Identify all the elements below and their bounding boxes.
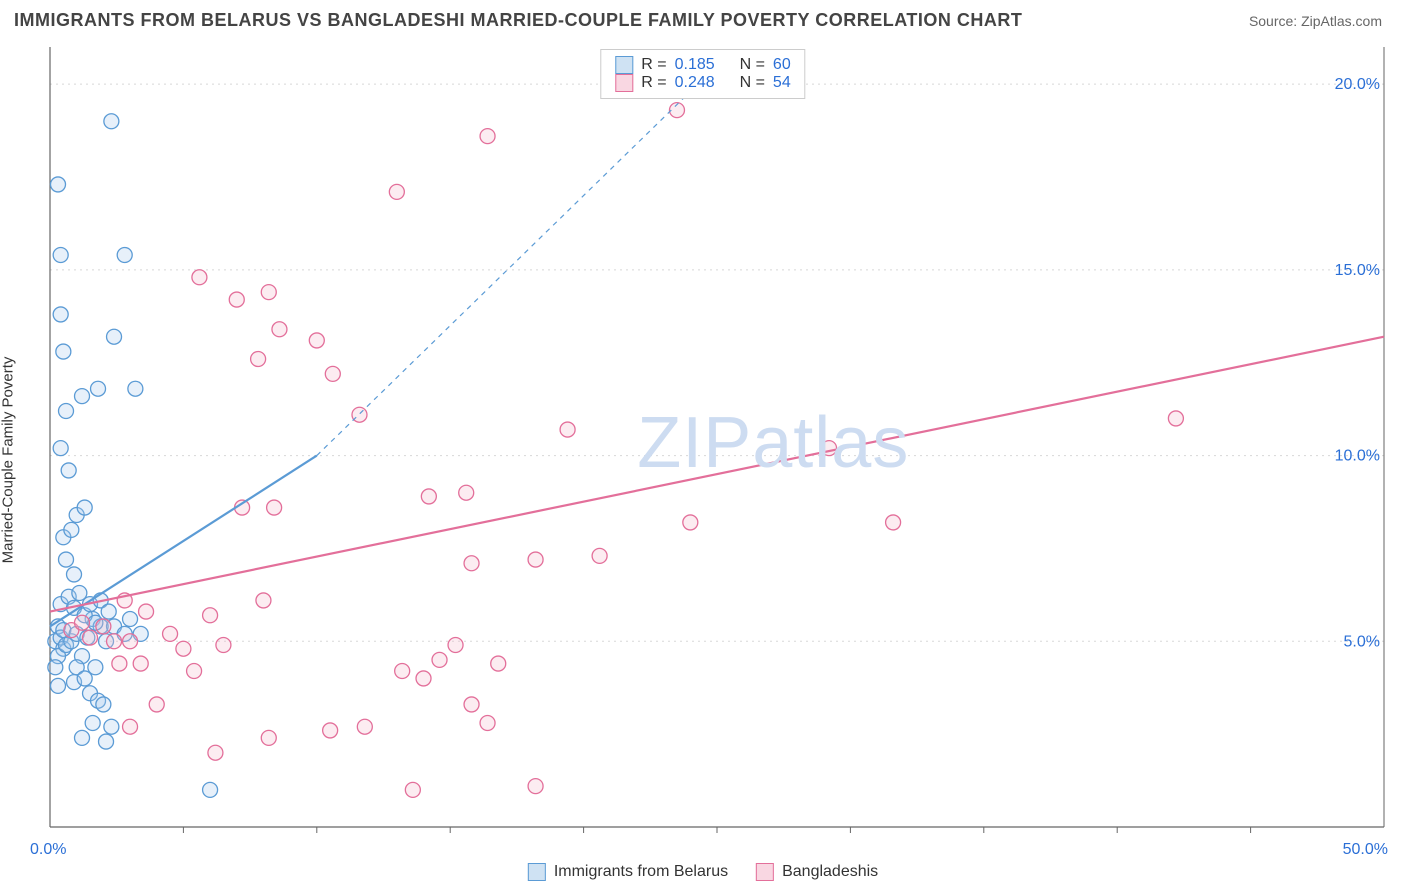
chart-title: IMMIGRANTS FROM BELARUS VS BANGLADESHI M…: [14, 10, 1022, 31]
xtick-label: 0.0%: [30, 841, 66, 859]
legend-label: Bangladeshis: [782, 863, 878, 881]
legend-item: Immigrants from Belarus: [528, 863, 728, 881]
swatch-icon: [615, 74, 633, 92]
swatch-icon: [615, 56, 633, 74]
n-label: N =: [740, 74, 765, 92]
xtick-label: 50.0%: [1343, 841, 1388, 859]
swatch-icon: [756, 863, 774, 881]
svg-text:10.0%: 10.0%: [1335, 448, 1380, 465]
svg-text:20.0%: 20.0%: [1335, 76, 1380, 93]
legend-correlation: R = 0.185 N = 60 R = 0.248 N = 54: [600, 49, 805, 99]
r-value: 0.185: [675, 56, 715, 74]
svg-text:15.0%: 15.0%: [1335, 262, 1380, 279]
legend-row: R = 0.248 N = 54: [615, 74, 790, 92]
svg-text:5.0%: 5.0%: [1344, 633, 1380, 650]
n-value: 60: [773, 56, 791, 74]
legend-row: R = 0.185 N = 60: [615, 56, 790, 74]
legend-series: Immigrants from Belarus Bangladeshis: [528, 863, 878, 881]
legend-label: Immigrants from Belarus: [554, 863, 728, 881]
n-value: 54: [773, 74, 791, 92]
r-label: R =: [641, 56, 666, 74]
scatter-chart: 5.0% 10.0% 15.0% 20.0%: [0, 37, 1406, 883]
chart-area: Married-Couple Family Poverty 5.0%10.0%1…: [0, 37, 1406, 883]
header: IMMIGRANTS FROM BELARUS VS BANGLADESHI M…: [0, 0, 1406, 37]
swatch-icon: [528, 863, 546, 881]
source-label: Source: ZipAtlas.com: [1249, 13, 1382, 29]
r-value: 0.248: [675, 74, 715, 92]
n-label: N =: [740, 56, 765, 74]
legend-item: Bangladeshis: [756, 863, 878, 881]
r-label: R =: [641, 74, 666, 92]
